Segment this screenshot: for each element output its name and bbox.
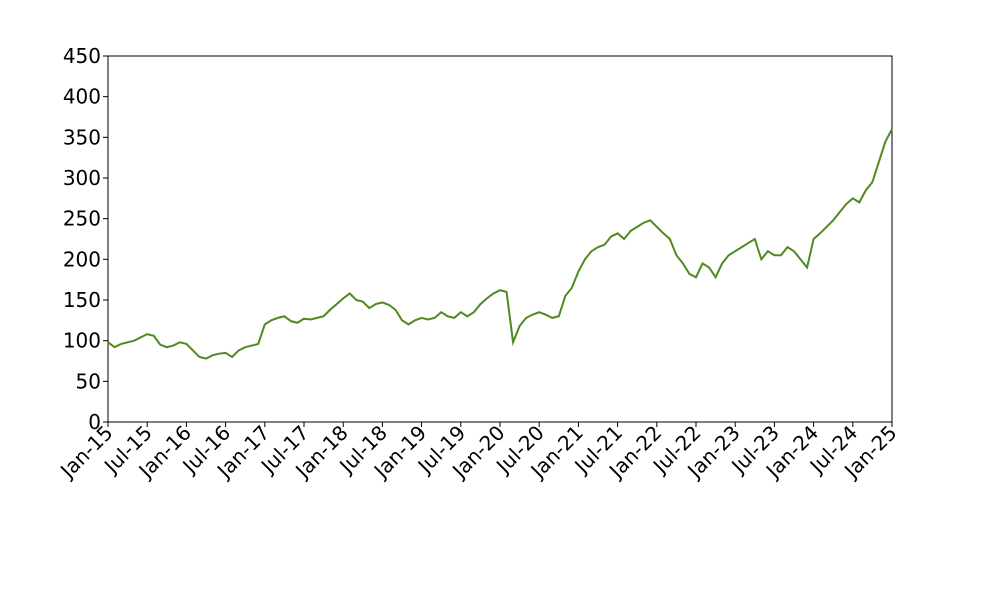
y-tick-label: 350 [63,125,101,149]
plot-frame [107,55,893,423]
y-tick-label: 200 [63,247,101,271]
y-tick-label: 0 [88,410,101,434]
y-tick-label: 250 [63,207,101,231]
y-tick-label: 300 [63,166,101,190]
y-tick-label: 100 [63,329,101,353]
data-line [107,128,893,360]
y-tick-label: 150 [63,288,101,312]
y-tick-label: 50 [76,369,101,393]
y-tick-label: 450 [63,44,101,68]
y-tick-label: 400 [63,85,101,109]
